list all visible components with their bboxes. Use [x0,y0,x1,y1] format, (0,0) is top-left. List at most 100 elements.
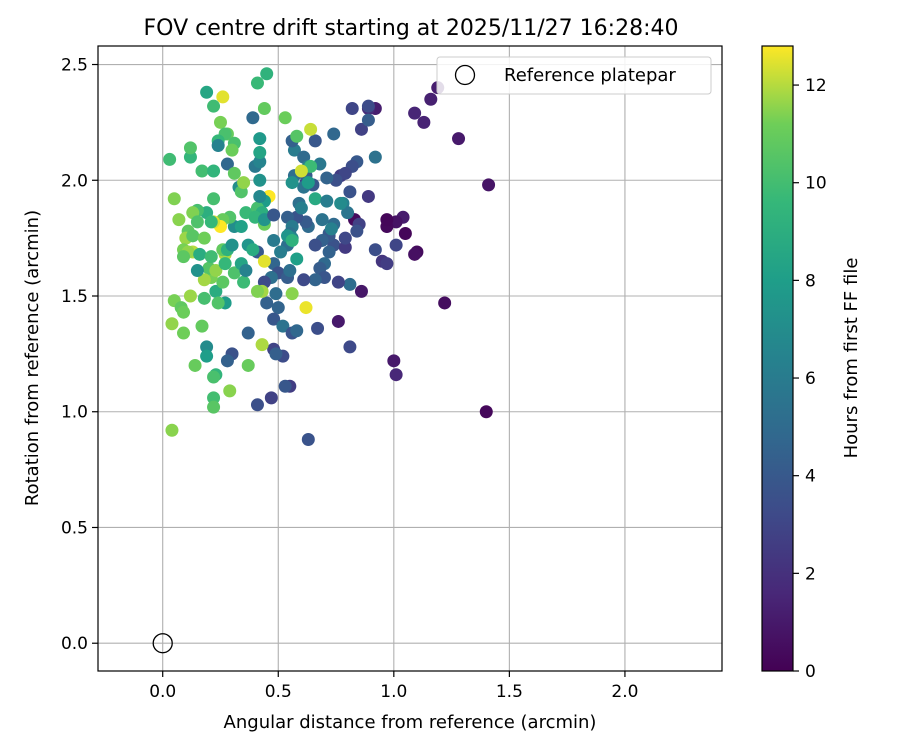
data-point [331,275,345,289]
data-point [234,220,248,234]
y-axis-ticks: 0.0 0.5 1.0 1.5 2.0 2.5 [61,56,98,654]
data-point [207,164,221,178]
data-point [285,233,299,247]
x-axis-ticks: 0.0 0.5 1.0 1.5 2.0 [149,671,638,702]
data-point [200,340,214,354]
y-tick-label: 1.5 [61,287,88,307]
data-point [200,85,214,99]
data-point [260,67,274,81]
data-point [207,370,221,384]
data-point [177,305,191,319]
data-point [207,192,221,206]
x-tick-label: 2.0 [611,682,638,702]
data-point [380,257,394,271]
data-point [216,275,230,289]
data-point [269,287,283,301]
data-point [324,222,338,236]
data-point [241,326,255,340]
data-point [482,178,496,192]
colorbar-tick-label: 6 [805,369,816,389]
data-point [343,185,357,199]
data-point [255,338,269,352]
data-point [257,254,271,268]
data-point [165,423,179,437]
y-tick-label: 0.5 [61,518,88,538]
data-point [387,354,401,368]
legend-marker-reference [454,64,476,86]
data-point [253,173,267,187]
data-point [237,176,251,190]
data-point [343,277,357,291]
data-point [479,405,493,419]
data-point [190,215,204,229]
data-point [227,266,241,280]
data-point [398,227,412,240]
data-point [186,229,200,243]
data-point [267,208,281,222]
data-point [361,113,375,127]
data-point [389,238,403,252]
data-point [408,106,422,120]
data-points [163,67,496,447]
data-point [299,301,313,315]
data-point [301,176,315,190]
data-point [195,319,209,333]
colorbar-tick-label: 0 [805,662,816,682]
y-tick-label: 2.5 [61,56,88,76]
data-point [308,238,322,252]
y-tick-label: 0.0 [61,634,88,654]
data-point [246,243,260,257]
data-point [200,349,214,363]
data-point [211,296,225,310]
data-point [209,264,223,278]
data-point [308,273,322,287]
data-point [297,273,311,287]
x-tick-label: 0.0 [149,682,176,702]
data-point [438,296,452,310]
data-point [408,247,422,261]
y-axis-label: Rotation from reference (arcmin) [22,210,43,506]
data-point [253,155,267,169]
data-point [361,189,375,203]
legend: Reference platepar [436,56,712,95]
data-point [246,111,260,125]
data-point [207,400,221,414]
data-point [177,326,191,340]
data-point [216,90,230,104]
data-point [290,324,304,338]
data-point [267,233,281,247]
data-point [204,250,218,264]
data-point [380,213,394,227]
data-point [424,92,438,106]
data-point [225,143,239,157]
data-point [253,132,267,146]
data-point [193,247,207,261]
y-tick-label: 2.0 [61,171,88,191]
data-point [267,312,281,326]
data-point [343,340,357,354]
data-point [278,379,292,393]
x-tick-label: 1.0 [380,682,407,702]
data-point [315,213,329,227]
data-point [308,192,322,206]
data-point [260,296,274,310]
colorbar-label: Hours from first FF file [841,258,862,459]
data-point [197,231,211,245]
x-axis-label: Angular distance from reference (arcmin) [224,712,597,733]
data-point [195,164,209,178]
data-point [294,201,308,215]
data-point [211,139,225,153]
data-point [311,321,325,335]
data-point [227,166,241,180]
data-point [269,347,283,361]
colorbar-tick-label: 12 [805,76,827,96]
data-point [218,257,232,271]
data-point [290,252,304,266]
colorbar [761,45,794,672]
data-point [207,391,221,405]
x-tick-label: 0.5 [265,682,292,702]
data-point [304,122,318,136]
data-point [188,358,202,372]
data-point [197,291,211,305]
